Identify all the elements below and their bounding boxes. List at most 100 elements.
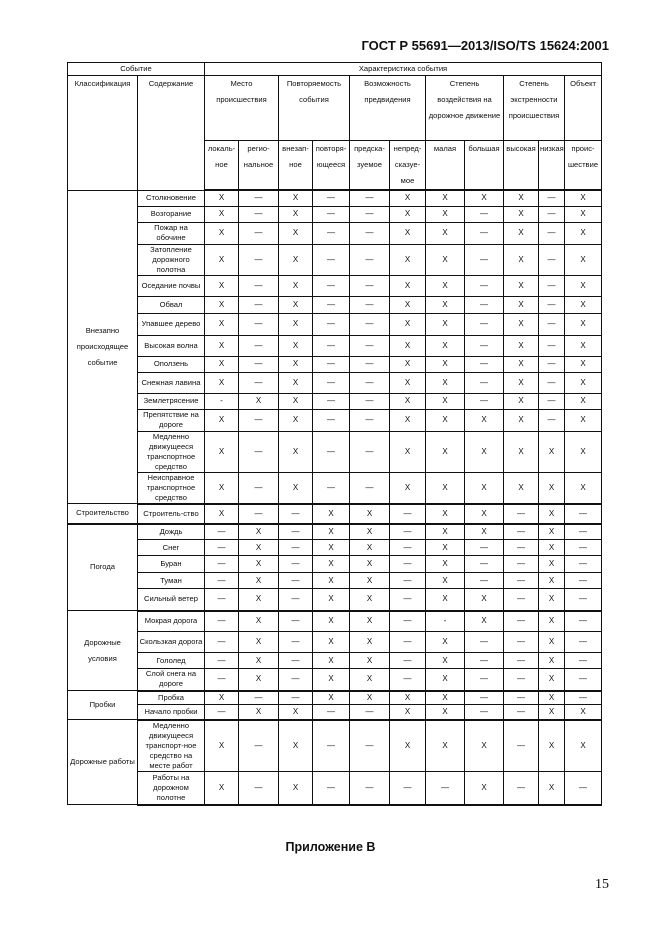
value-cell: — <box>278 503 313 525</box>
value-cell: — <box>349 704 390 721</box>
value-cell: X <box>278 334 313 357</box>
value-cell: — <box>312 221 350 245</box>
table-row: Пожар на обочине X — X — — X X — X — X <box>68 221 603 245</box>
value-cell: X <box>425 503 465 525</box>
value-cell: X <box>349 668 390 692</box>
value-cell: X <box>503 243 539 276</box>
value-cell: X <box>389 704 426 721</box>
value-cell: — <box>389 771 426 806</box>
value-cell: — <box>389 572 426 589</box>
value-cell: X <box>425 572 465 589</box>
value-cell: — <box>464 690 504 705</box>
table-row: Работы на дорожном полотне X — X — — — — X — X — <box>68 771 603 806</box>
value-cell: X <box>312 668 350 692</box>
value-cell: X <box>204 355 239 373</box>
event-characteristics-table: Событие Характеристика события Классификац… <box>67 62 603 806</box>
value-cell: — <box>349 334 390 357</box>
value-cell: X <box>389 295 426 314</box>
value-cell: X <box>538 572 565 589</box>
value-cell: X <box>238 392 279 410</box>
value-cell: X <box>503 392 539 410</box>
value-cell: — <box>503 555 539 573</box>
value-cell: X <box>349 503 390 525</box>
table-row: Внезапно происходящее событие Столкновени… <box>67 189 603 504</box>
header-subcolumn: высокая <box>503 140 539 191</box>
value-cell: X <box>563 274 603 297</box>
table-row: Оседание почвы X — X — — X X — X — X <box>68 274 603 297</box>
value-cell: X <box>563 312 603 336</box>
value-cell: — <box>204 572 239 589</box>
value-cell: X <box>425 430 465 473</box>
value-cell: — <box>464 652 504 669</box>
value-cell: X <box>425 189 465 207</box>
value-cell: X <box>278 221 313 245</box>
value-cell: X <box>464 471 504 505</box>
content-cell: Обвал <box>137 295 205 314</box>
value-cell: — <box>278 631 313 653</box>
content-cell: Пробка <box>137 690 205 705</box>
value-cell: — <box>349 430 390 473</box>
value-cell: — <box>563 631 603 653</box>
value-cell: X <box>538 690 565 705</box>
value-cell: X <box>563 295 603 314</box>
value-cell: — <box>238 221 279 245</box>
page-number: 15 <box>595 877 609 892</box>
value-cell: — <box>538 371 565 394</box>
value-cell: — <box>312 189 350 207</box>
table-row: Погода Дождь — X — X X — X X — X — <box>67 523 603 611</box>
value-cell: X <box>312 523 350 540</box>
value-cell: — <box>278 690 313 705</box>
value-cell: X <box>389 334 426 357</box>
value-cell: X <box>389 312 426 336</box>
value-cell: X <box>204 371 239 394</box>
value-cell: — <box>563 610 603 632</box>
value-cell: X <box>538 610 565 632</box>
value-cell: X <box>538 430 565 473</box>
value-cell: X <box>538 523 565 540</box>
value-cell: — <box>464 631 504 653</box>
value-cell: X <box>503 471 539 505</box>
value-cell: X <box>389 719 426 772</box>
value-cell: X <box>238 631 279 653</box>
table-row: Упавшее дерево X — X — — X X — X — X <box>68 312 603 336</box>
content-cell: Возгорание <box>137 205 205 223</box>
classification-cell: Пробки <box>67 690 138 720</box>
value-cell: X <box>425 719 465 772</box>
value-cell: X <box>278 408 313 432</box>
value-cell: — <box>503 704 539 721</box>
content-cell: Землетрясение <box>137 392 205 410</box>
value-cell: X <box>425 274 465 297</box>
value-cell: X <box>425 690 465 705</box>
value-cell: — <box>349 274 390 297</box>
value-cell: — <box>238 690 279 705</box>
value-cell: — <box>389 588 426 612</box>
value-cell: X <box>278 312 313 336</box>
content-cell: Снежная лавина <box>137 371 205 394</box>
value-cell: — <box>204 652 239 669</box>
value-cell: X <box>389 430 426 473</box>
value-cell: — <box>312 471 350 505</box>
value-cell: — <box>204 704 239 721</box>
value-cell: — <box>503 503 539 525</box>
value-cell: X <box>278 243 313 276</box>
value-cell: X <box>503 221 539 245</box>
value-cell: — <box>538 189 565 207</box>
value-cell: — <box>503 690 539 705</box>
table-row: Скользкая дорога — X — X X — X — — X — <box>68 631 603 653</box>
value-cell: X <box>425 221 465 245</box>
value-cell: X <box>503 334 539 357</box>
classification-cell: Строительство <box>67 503 138 525</box>
value-cell: X <box>425 334 465 357</box>
header-group: Степень экстренности происшествия <box>503 75 565 141</box>
header-subcolumn: проис-шествие <box>563 140 603 191</box>
value-cell: X <box>204 771 239 806</box>
value-cell: X <box>204 274 239 297</box>
content-cell: Гололед <box>137 652 205 669</box>
value-cell: — <box>503 771 539 806</box>
value-cell: — <box>278 588 313 612</box>
value-cell: X <box>538 471 565 505</box>
value-cell: — <box>464 274 504 297</box>
value-cell: X <box>389 355 426 373</box>
value-cell: — <box>349 392 390 410</box>
table-row: Медленно движущееся транспортное средств… <box>68 430 603 473</box>
